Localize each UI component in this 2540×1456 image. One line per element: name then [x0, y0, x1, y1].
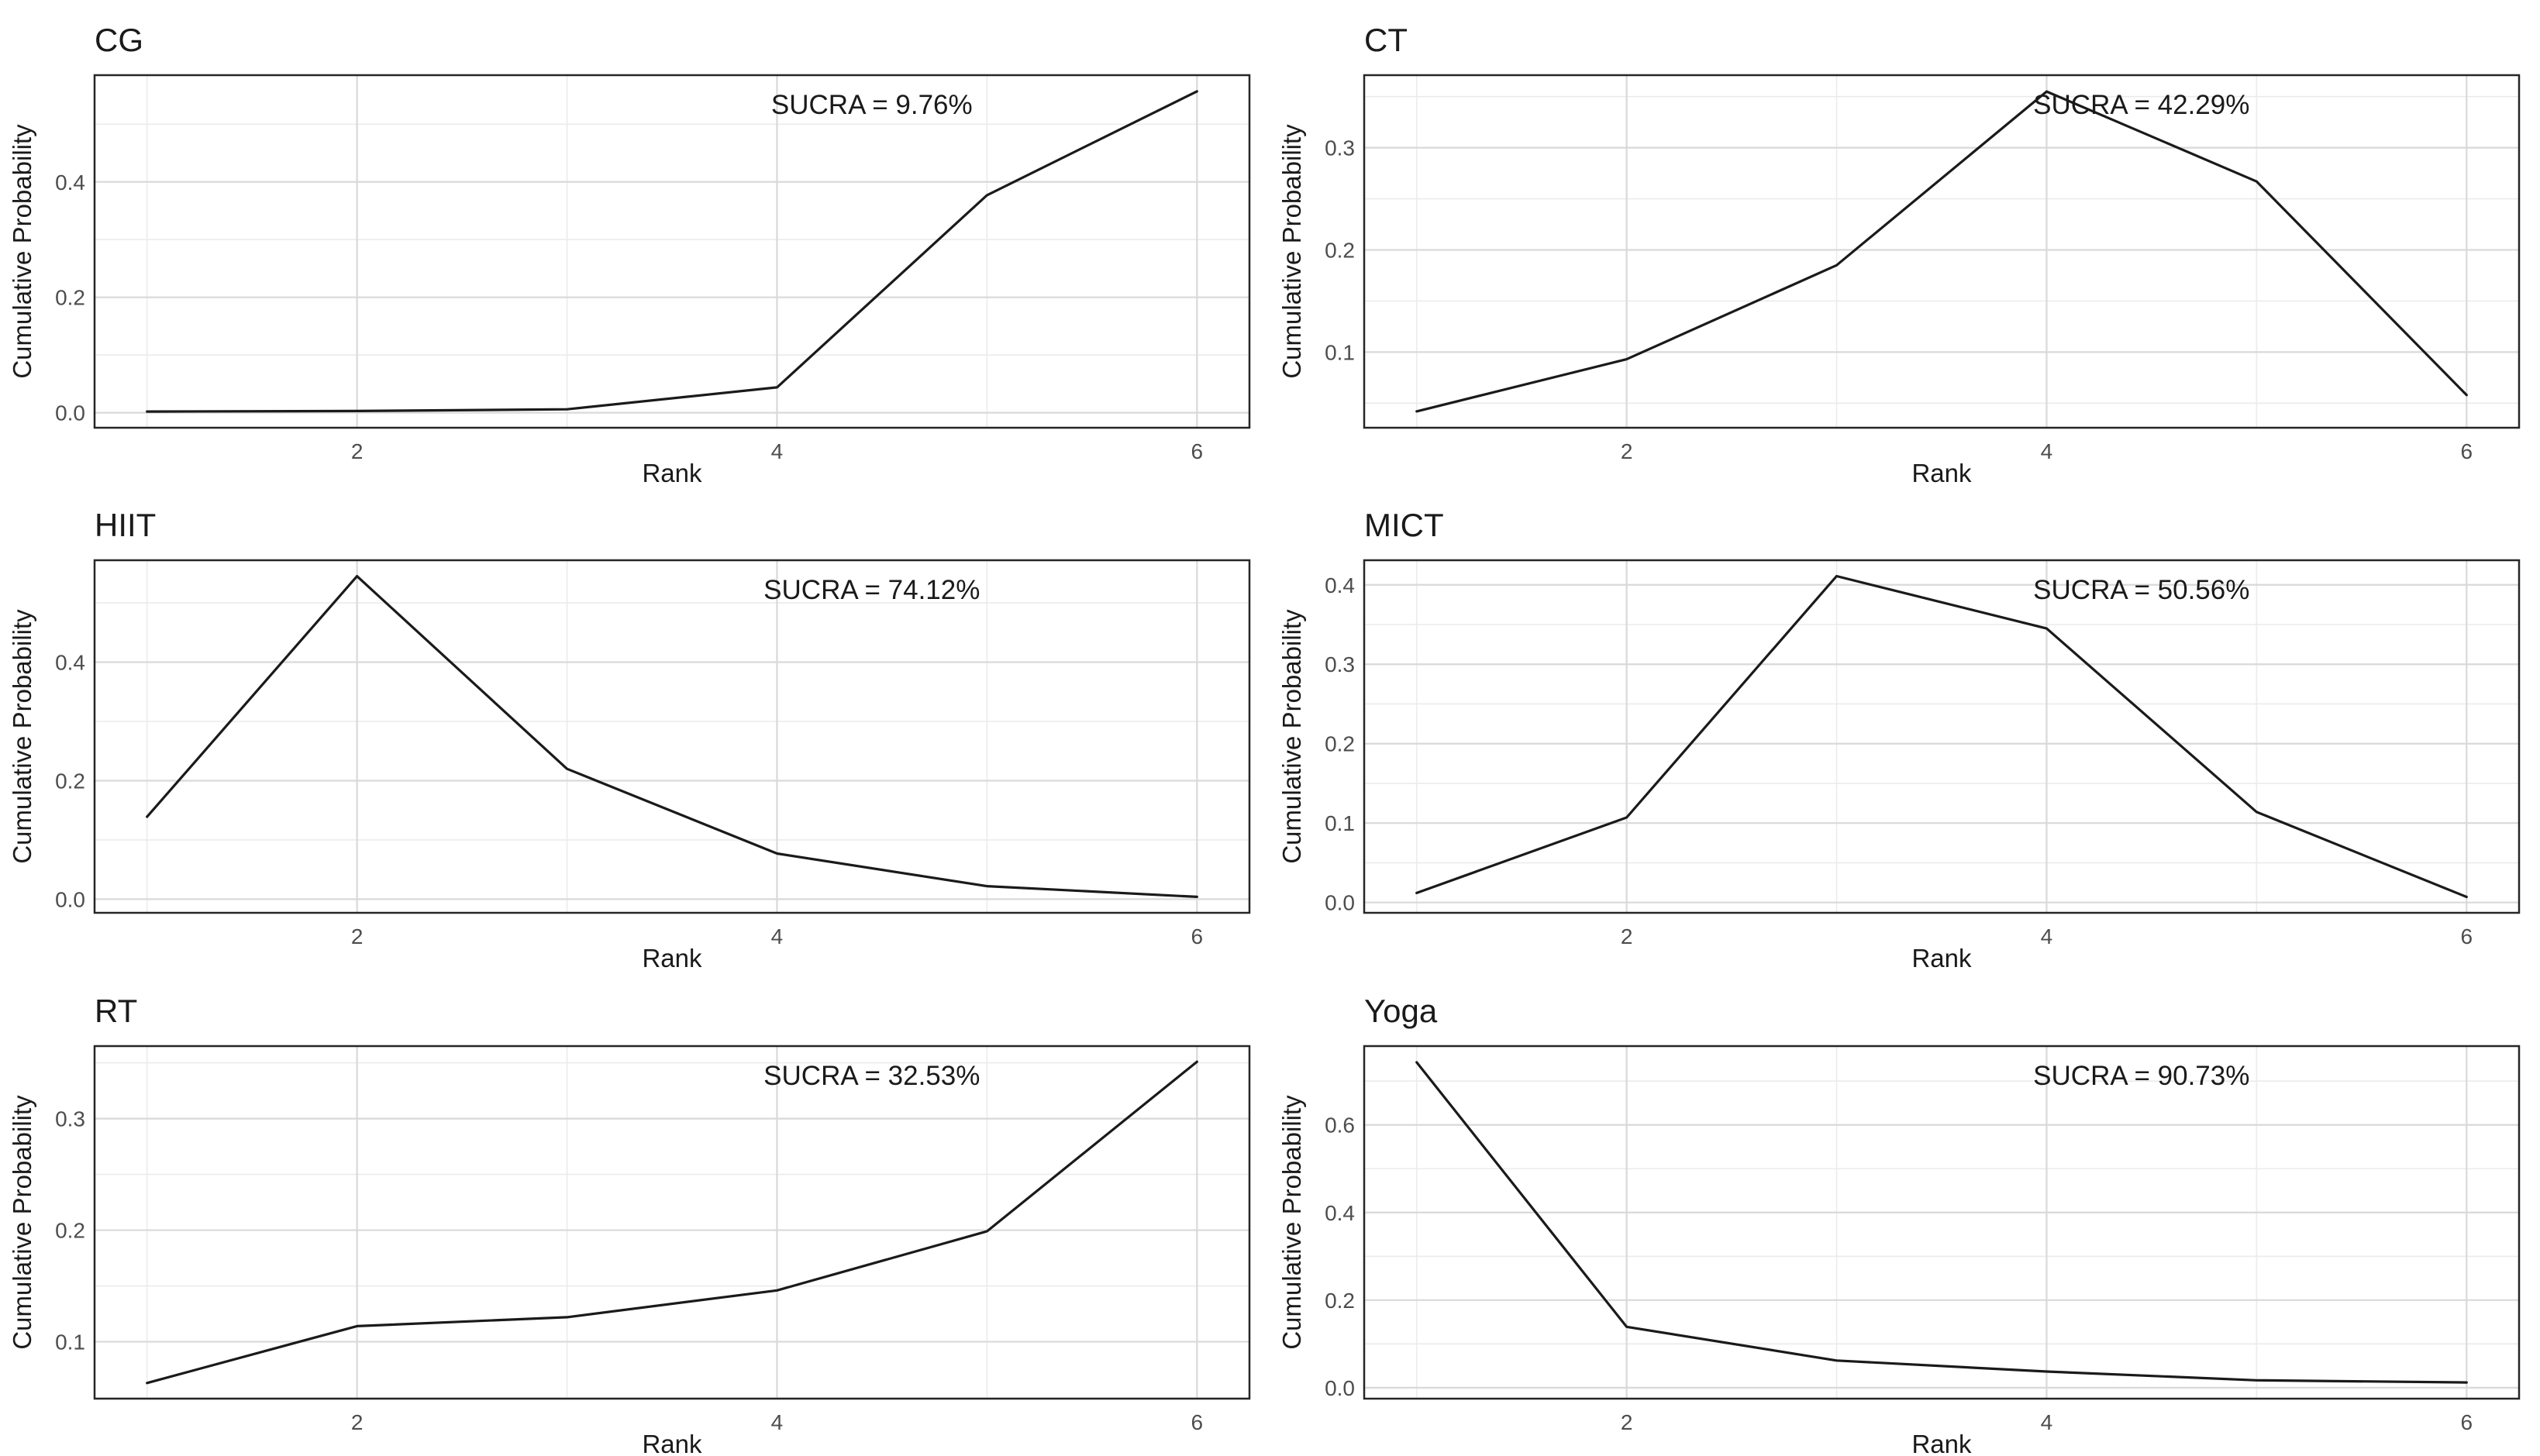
plot-panel-border — [93, 74, 1251, 429]
x-tick-label: 4 — [771, 439, 784, 463]
y-tick-label: 0.2 — [1325, 1289, 1355, 1313]
chart-title: HIIT — [95, 507, 156, 543]
plot-panel-background — [95, 75, 1249, 428]
plot-panel-border — [93, 1045, 1251, 1400]
x-tick-label: 6 — [2460, 439, 2473, 463]
x-tick-label: 4 — [771, 924, 784, 948]
x-tick-label: 6 — [1191, 924, 1203, 948]
plot-panel-background — [1364, 75, 2519, 428]
x-axis-label: Rank — [1911, 944, 1972, 971]
plot-panel-border — [1363, 74, 2521, 429]
plot-panel-border — [93, 559, 1251, 914]
x-tick-label: 4 — [2041, 1410, 2053, 1434]
x-tick-label: 2 — [1621, 439, 1633, 463]
chart-title: Yoga — [1364, 993, 1438, 1029]
y-tick-label: 0.0 — [1325, 891, 1355, 915]
x-tick-label: 2 — [1621, 1410, 1633, 1434]
chart-canvas-CG: CG SUCRA = 9.76% 0.0 0.2 0.4 2 4 6 Rank Cumulativ… — [8, 22, 1251, 486]
y-tick-label: 0.0 — [55, 887, 85, 911]
chart-canvas-CT: CT SUCRA = 42.29% 0.1 0.2 0.3 2 4 6 Rank Cumulati… — [1277, 22, 2521, 486]
chart-title: CG — [95, 22, 143, 58]
y-tick-label: 0.4 — [55, 170, 85, 194]
y-tick-label: 0.4 — [1325, 573, 1355, 597]
series-line — [1415, 1061, 2468, 1384]
series-line — [146, 1060, 1198, 1385]
plot-panel-background — [1364, 560, 2519, 913]
series-line — [146, 574, 1198, 899]
y-tick-label: 0.1 — [1325, 340, 1355, 364]
y-tick-label: 0.2 — [55, 1219, 85, 1243]
chart-canvas-RT: RT SUCRA = 32.53% 0.1 0.2 0.3 2 4 6 Rank Cumulati… — [8, 993, 1251, 1456]
x-axis-label: Rank — [642, 459, 702, 486]
chart-CG: CG SUCRA = 9.76% 0.0 0.2 0.4 2 4 6 Rank Cumulativ… — [0, 0, 1270, 486]
y-tick-label: 0.3 — [1325, 652, 1355, 676]
chart-title: CT — [1364, 22, 1408, 58]
plot-panel-border — [1363, 1045, 2521, 1400]
sucra-annotation: SUCRA = 42.29% — [2033, 90, 2249, 120]
sucra-annotation: SUCRA = 90.73% — [2033, 1061, 2249, 1091]
y-axis-label: Cumulative Probability — [1277, 1095, 1306, 1350]
x-axis-label: Rank — [1911, 1430, 1972, 1456]
plot-panel-background — [95, 1046, 1249, 1399]
sucra-annotation: SUCRA = 9.76% — [771, 90, 973, 120]
y-tick-label: 0.1 — [1325, 811, 1355, 835]
y-tick-label: 0.1 — [55, 1330, 85, 1354]
plot-panel-background — [95, 560, 1249, 913]
chart-title: MICT — [1364, 507, 1444, 543]
series-line — [1415, 90, 2468, 413]
x-axis-label: Rank — [642, 944, 702, 971]
chart-HIIT: HIIT SUCRA = 74.12% 0.0 0.2 0.4 2 4 6 Rank Cumula… — [0, 485, 1270, 971]
x-tick-label: 6 — [2460, 924, 2473, 948]
y-tick-label: 0.3 — [55, 1107, 85, 1131]
y-tick-label: 0.6 — [1325, 1114, 1355, 1138]
x-tick-label: 6 — [1191, 439, 1203, 463]
plot-panel-border — [1363, 559, 2521, 914]
x-tick-label: 4 — [2041, 924, 2053, 948]
y-tick-label: 0.0 — [1325, 1376, 1355, 1400]
y-tick-label: 0.3 — [1325, 136, 1355, 160]
x-tick-label: 6 — [2460, 1410, 2473, 1434]
y-tick-label: 0.2 — [55, 286, 85, 310]
y-tick-label: 0.4 — [55, 651, 85, 675]
x-axis-label: Rank — [642, 1430, 702, 1456]
series-line — [146, 90, 1198, 413]
sucra-annotation: SUCRA = 50.56% — [2033, 575, 2249, 605]
y-axis-label: Cumulative Probability — [8, 1095, 36, 1350]
series-line — [1415, 574, 2468, 899]
sucra-annotation: SUCRA = 74.12% — [763, 575, 980, 605]
chart-canvas-MICT: MICT SUCRA = 50.56% 0.0 0.1 0.2 0.3 0.4 2 4 6 Rank… — [1277, 507, 2521, 971]
chart-CT: CT SUCRA = 42.29% 0.1 0.2 0.3 2 4 6 Rank Cumulati… — [1270, 0, 2539, 486]
y-tick-label: 0.4 — [1325, 1201, 1355, 1225]
x-tick-label: 2 — [351, 1410, 364, 1434]
y-tick-label: 0.2 — [1325, 239, 1355, 263]
chart-canvas-HIIT: HIIT SUCRA = 74.12% 0.0 0.2 0.4 2 4 6 Rank Cumula… — [8, 507, 1251, 971]
chart-title: RT — [95, 993, 137, 1029]
x-tick-label: 4 — [771, 1410, 784, 1434]
y-axis-label: Cumulative Probability — [8, 609, 36, 864]
y-axis-label: Cumulative Probability — [1277, 124, 1306, 379]
sucra-annotation: SUCRA = 32.53% — [763, 1061, 980, 1091]
plot-panel-background — [1364, 1046, 2519, 1399]
chart-canvas-Yoga: Yoga SUCRA = 90.73% 0.0 0.2 0.4 0.6 2 4 6 Rank Cum… — [1277, 993, 2521, 1456]
x-tick-label: 2 — [351, 924, 364, 948]
y-axis-label: Cumulative Probability — [8, 124, 36, 379]
y-tick-label: 0.0 — [55, 401, 85, 425]
x-tick-label: 6 — [1191, 1410, 1203, 1434]
chart-Yoga: Yoga SUCRA = 90.73% 0.0 0.2 0.4 0.6 2 4 6 Rank Cum… — [1270, 971, 2539, 1456]
y-tick-label: 0.2 — [1325, 732, 1355, 756]
chart-MICT: MICT SUCRA = 50.56% 0.0 0.1 0.2 0.3 0.4 2 4 6 Rank… — [1270, 485, 2539, 971]
y-axis-label: Cumulative Probability — [1277, 609, 1306, 864]
chart-RT: RT SUCRA = 32.53% 0.1 0.2 0.3 2 4 6 Rank Cumulati… — [0, 971, 1270, 1456]
x-tick-label: 4 — [2041, 439, 2053, 463]
x-tick-label: 2 — [1621, 924, 1633, 948]
y-tick-label: 0.2 — [55, 769, 85, 793]
x-axis-label: Rank — [1911, 459, 1972, 486]
x-tick-label: 2 — [351, 439, 364, 463]
